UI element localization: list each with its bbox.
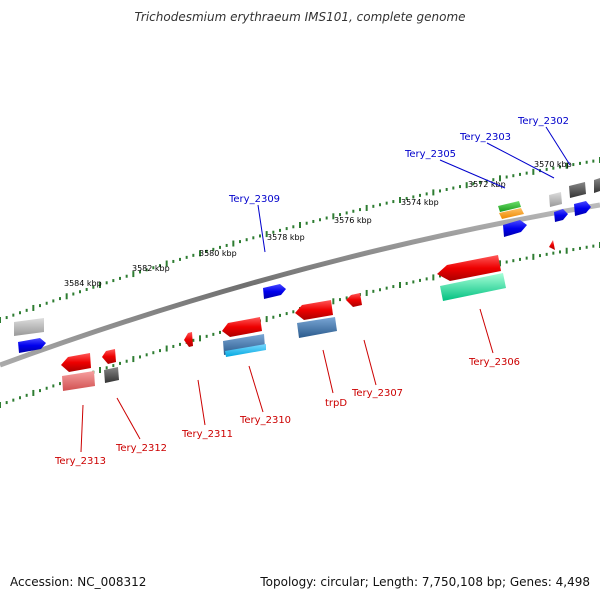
scale-label: 3576 kbp xyxy=(334,216,372,225)
leader-trpd xyxy=(322,349,334,394)
forward-strand-features xyxy=(14,178,600,353)
gene-feature-trpd[interactable] xyxy=(295,300,333,320)
gene-feature-orange[interactable] xyxy=(499,208,524,219)
scale-label: 3582 kbp xyxy=(132,264,170,273)
leader-tery-2305 xyxy=(439,159,506,189)
scale-label: 3578 kbp xyxy=(267,233,305,242)
leader-tery-2307 xyxy=(363,339,377,386)
gene-feature-green[interactable] xyxy=(498,201,521,212)
leader-tery-2306 xyxy=(479,308,494,354)
gene-feature-tery-2311[interactable] xyxy=(184,332,193,347)
label-leader-lines xyxy=(80,126,571,453)
gene-feature-dark[interactable] xyxy=(569,182,586,198)
gene-labels-forward: Tery_2309 Tery_2305 Tery_2303 Tery_2302 xyxy=(228,116,569,205)
scale-label: 3570 kbp xyxy=(534,160,572,169)
genome-backbone xyxy=(0,202,600,368)
leader-tery-2312 xyxy=(116,397,141,440)
gene-feature-tery-2306-b[interactable] xyxy=(440,273,506,301)
gene-feature-small-red[interactable] xyxy=(549,240,555,250)
gene-feature-tery-2309[interactable] xyxy=(263,284,286,299)
gene-feature-tery-2313[interactable] xyxy=(61,353,91,372)
gene-label-tery-2306[interactable]: Tery_2306 xyxy=(468,357,520,368)
gene-feature-tery-2303[interactable] xyxy=(554,209,568,222)
gene-label-tery-2310[interactable]: Tery_2310 xyxy=(239,415,291,426)
scale-ticks-outer xyxy=(0,157,600,323)
gene-label-tery-2305[interactable]: Tery_2305 xyxy=(404,149,456,160)
gene-feature-tery-2310-c[interactable] xyxy=(225,344,266,357)
leader-tery-2309 xyxy=(257,204,266,253)
leader-tery-2311 xyxy=(197,379,206,426)
scale-label: 3572 kbp xyxy=(468,180,506,189)
leader-tery-2310 xyxy=(248,365,264,413)
gene-label-tery-2311[interactable]: Tery_2311 xyxy=(181,429,233,440)
accession-text: Accession: NC_008312 xyxy=(10,575,147,589)
gene-feature-gray[interactable] xyxy=(14,318,44,336)
gene-feature-tery-2310[interactable] xyxy=(222,317,262,337)
leader-tery-2313 xyxy=(80,404,84,453)
leader-tery-2303 xyxy=(486,142,555,179)
scale-label: 3584 kbp xyxy=(64,279,102,288)
gene-label-tery-2309[interactable]: Tery_2309 xyxy=(228,194,280,205)
gene-label-tery-2307[interactable]: Tery_2307 xyxy=(351,388,403,399)
gene-feature-tery-2307[interactable] xyxy=(346,293,362,307)
scale-label: 3574 kbp xyxy=(401,198,439,207)
scale-labels: 3584 kbp 3582 kbp 3580 kbp 3578 kbp 3576… xyxy=(64,160,572,288)
reverse-strand-features xyxy=(61,240,555,391)
gene-label-tery-2302[interactable]: Tery_2302 xyxy=(517,116,569,127)
gene-label-trpd[interactable]: trpD xyxy=(325,398,347,409)
gene-feature-gray-2303[interactable] xyxy=(549,192,562,207)
gene-labels-reverse: Tery_2313 Tery_2312 Tery_2311 Tery_2310 … xyxy=(54,357,520,467)
gene-feature-dark-edge[interactable] xyxy=(594,178,600,193)
gene-feature-tery-2313-b[interactable] xyxy=(62,371,95,391)
topology-text: Topology: circular; Length: 7,750,108 bp… xyxy=(260,575,590,589)
gene-label-tery-2312[interactable]: Tery_2312 xyxy=(115,443,167,454)
gene-label-tery-2313[interactable]: Tery_2313 xyxy=(54,456,106,467)
gene-feature-tery-2306[interactable] xyxy=(437,255,501,281)
gene-feature-tery-2312[interactable] xyxy=(102,349,116,364)
gene-feature-tery-2305[interactable] xyxy=(503,220,527,237)
map-title: Trichodesmium erythraeum IMS101, complet… xyxy=(134,10,466,24)
gene-feature-tery-2302[interactable] xyxy=(574,201,591,216)
scale-label: 3580 kbp xyxy=(199,249,237,258)
gene-feature-blue[interactable] xyxy=(18,338,46,353)
gene-feature-tery-2312-b[interactable] xyxy=(104,367,119,383)
gene-label-tery-2303[interactable]: Tery_2303 xyxy=(459,132,511,143)
leader-tery-2302 xyxy=(545,126,571,166)
gene-feature-trpd-b[interactable] xyxy=(297,317,337,338)
